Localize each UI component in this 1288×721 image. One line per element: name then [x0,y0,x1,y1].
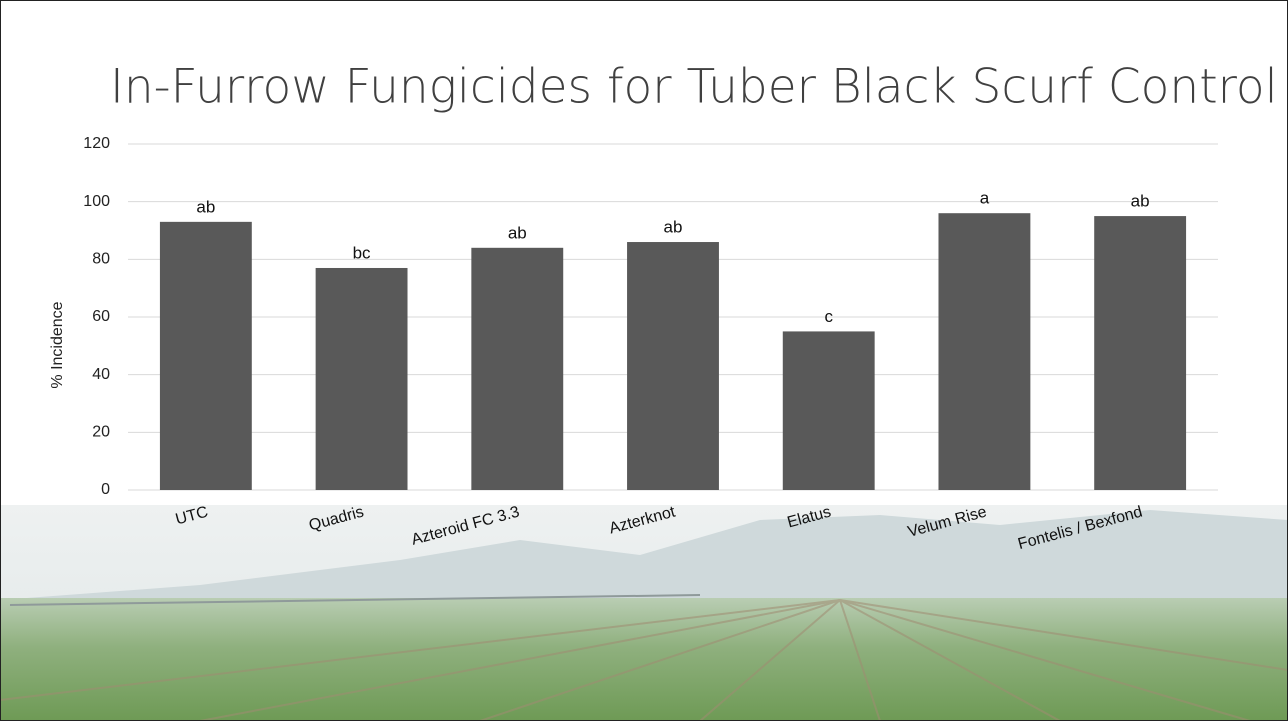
significance-letter: ab [1131,192,1150,211]
significance-letter: bc [353,243,371,262]
y-tick-label: 20 [92,424,110,441]
significance-letter: ab [664,218,683,237]
significance-letter: a [980,189,990,208]
significance-letter: c [824,307,833,326]
y-tick-label: 120 [83,135,110,152]
bar [782,331,875,490]
significance-letter: ab [508,223,527,242]
bar [1094,216,1187,491]
y-tick-label: 40 [92,366,110,383]
chart-title: In-Furrow Fungicides for Tuber Black Scu… [110,60,1278,115]
y-tick-label: 100 [83,193,110,210]
y-axis-label: % Incidence [49,301,66,388]
y-tick-label: 60 [92,308,110,325]
y-tick-label: 80 [92,251,110,268]
significance-letter: ab [196,197,215,216]
bar [471,247,564,490]
bar [938,213,1031,490]
bar [627,242,719,490]
background-photo [0,505,1288,721]
y-tick-label: 0 [101,481,110,498]
bar [315,267,408,490]
bar [159,221,252,490]
